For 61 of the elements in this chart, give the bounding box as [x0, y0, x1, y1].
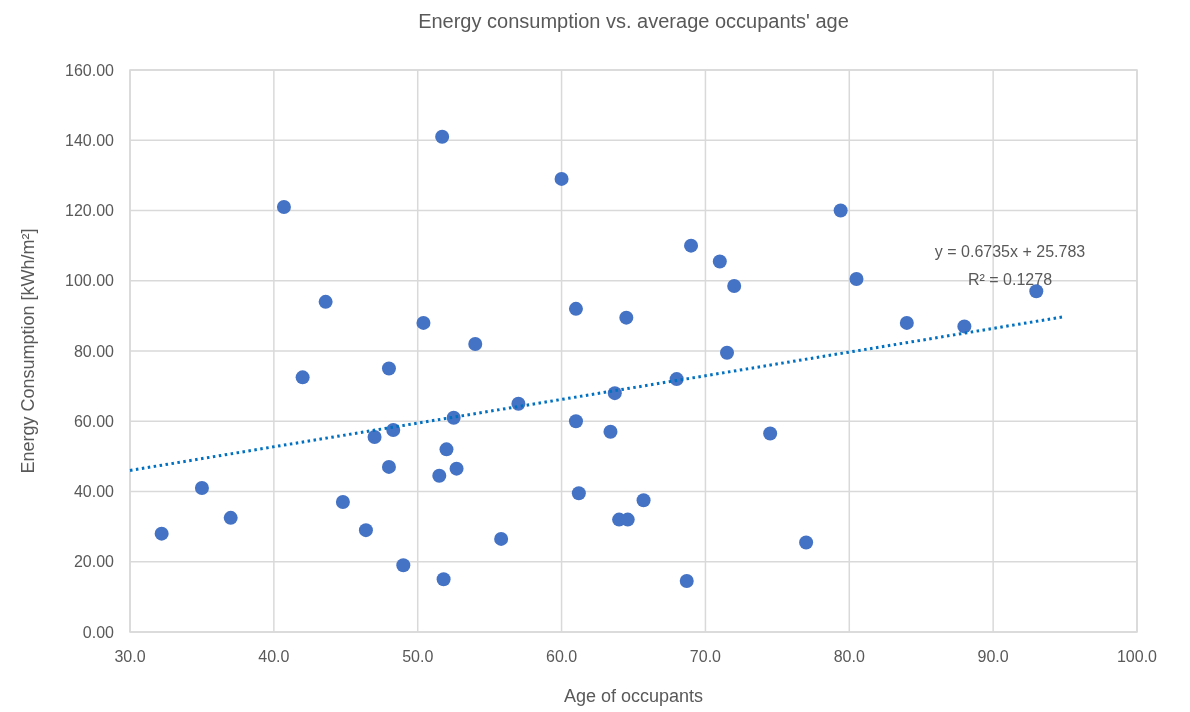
point [494, 531, 509, 546]
point [381, 459, 396, 474]
x-axis-title: Age of occupants [563, 686, 704, 706]
y-tick-label: 20.00 [73, 553, 115, 571]
point [899, 315, 914, 330]
point [684, 238, 699, 253]
point [957, 319, 972, 334]
x-tick-label: 70.0 [689, 648, 722, 665]
x-tick-label: 90.0 [977, 648, 1009, 665]
x-tick-label: 80.0 [833, 648, 865, 665]
point [727, 279, 742, 294]
point [223, 510, 238, 525]
point [432, 468, 447, 483]
point [712, 254, 727, 269]
point [396, 558, 411, 573]
annotation: y = 0.6735x + 25.783 [934, 243, 1086, 260]
y-tick-label: 40.00 [73, 483, 115, 501]
annotation: R² = 0.1278 [967, 271, 1053, 288]
point [318, 294, 333, 309]
x-tick-label: 30.0 [114, 648, 146, 665]
x-tick-label: 50.0 [402, 648, 434, 665]
y-tick-label: 140.00 [65, 131, 115, 149]
y-axis-title: Energy Consumption [kWh/m²] [18, 228, 38, 474]
x-tick-label: 60.0 [546, 648, 578, 665]
point [449, 461, 464, 476]
point [571, 486, 586, 501]
point [439, 442, 454, 457]
point [1029, 284, 1044, 299]
point [295, 370, 310, 385]
point [554, 171, 569, 186]
point [468, 336, 483, 351]
point [603, 424, 618, 439]
point [568, 414, 583, 429]
point [619, 310, 634, 325]
y-tick-label: 60.00 [73, 412, 115, 430]
point [849, 271, 864, 286]
x-tick-label: 100.0 [1116, 648, 1158, 665]
point [679, 574, 694, 589]
point [367, 430, 382, 445]
point [436, 572, 451, 587]
point [358, 523, 373, 538]
point [381, 361, 396, 376]
y-tick-label: 160.00 [65, 61, 115, 79]
point [435, 129, 450, 144]
y-tick-label: 0.00 [82, 623, 115, 641]
point [763, 426, 778, 441]
point [799, 535, 814, 550]
y-tick-label: 80.00 [73, 342, 115, 360]
point [416, 315, 431, 330]
point [833, 203, 848, 218]
point [194, 480, 209, 495]
y-tick-label: 120.00 [65, 202, 115, 220]
point [335, 495, 350, 510]
y-tick-label: 100.00 [65, 272, 115, 290]
point [720, 345, 735, 360]
point [276, 199, 291, 214]
point [568, 301, 583, 316]
point [154, 526, 169, 541]
x-tick-label: 40.0 [258, 648, 290, 665]
point [636, 493, 651, 508]
chart-title: Energy consumption vs. average occupants' age [418, 10, 849, 32]
